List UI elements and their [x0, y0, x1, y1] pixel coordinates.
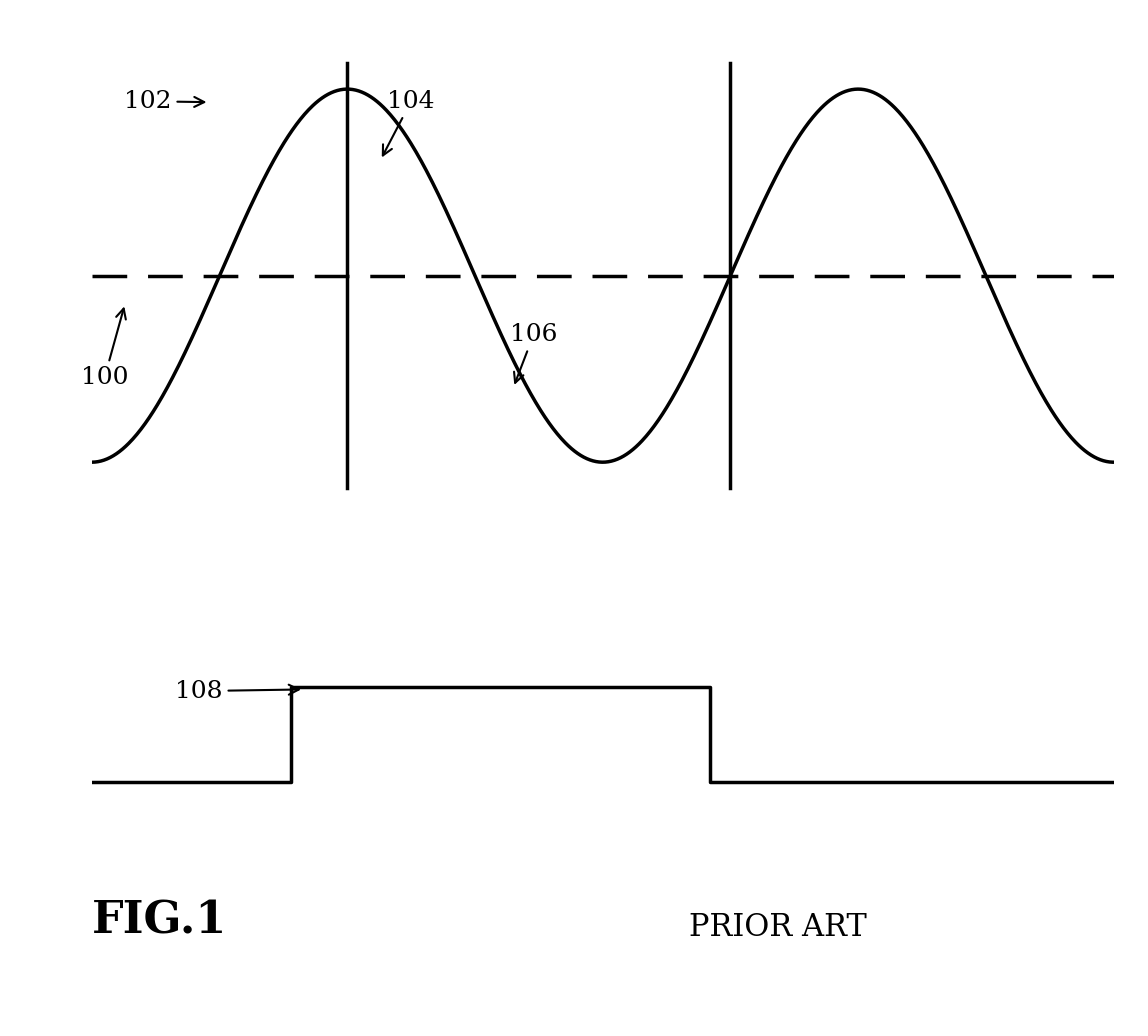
- Text: 106: 106: [510, 323, 558, 383]
- Text: FIG.1: FIG.1: [92, 899, 227, 943]
- Text: 100: 100: [80, 309, 129, 388]
- Text: PRIOR ART: PRIOR ART: [689, 912, 867, 943]
- Text: 104: 104: [382, 90, 435, 155]
- Text: 108: 108: [176, 680, 298, 702]
- Text: 102: 102: [124, 90, 204, 113]
